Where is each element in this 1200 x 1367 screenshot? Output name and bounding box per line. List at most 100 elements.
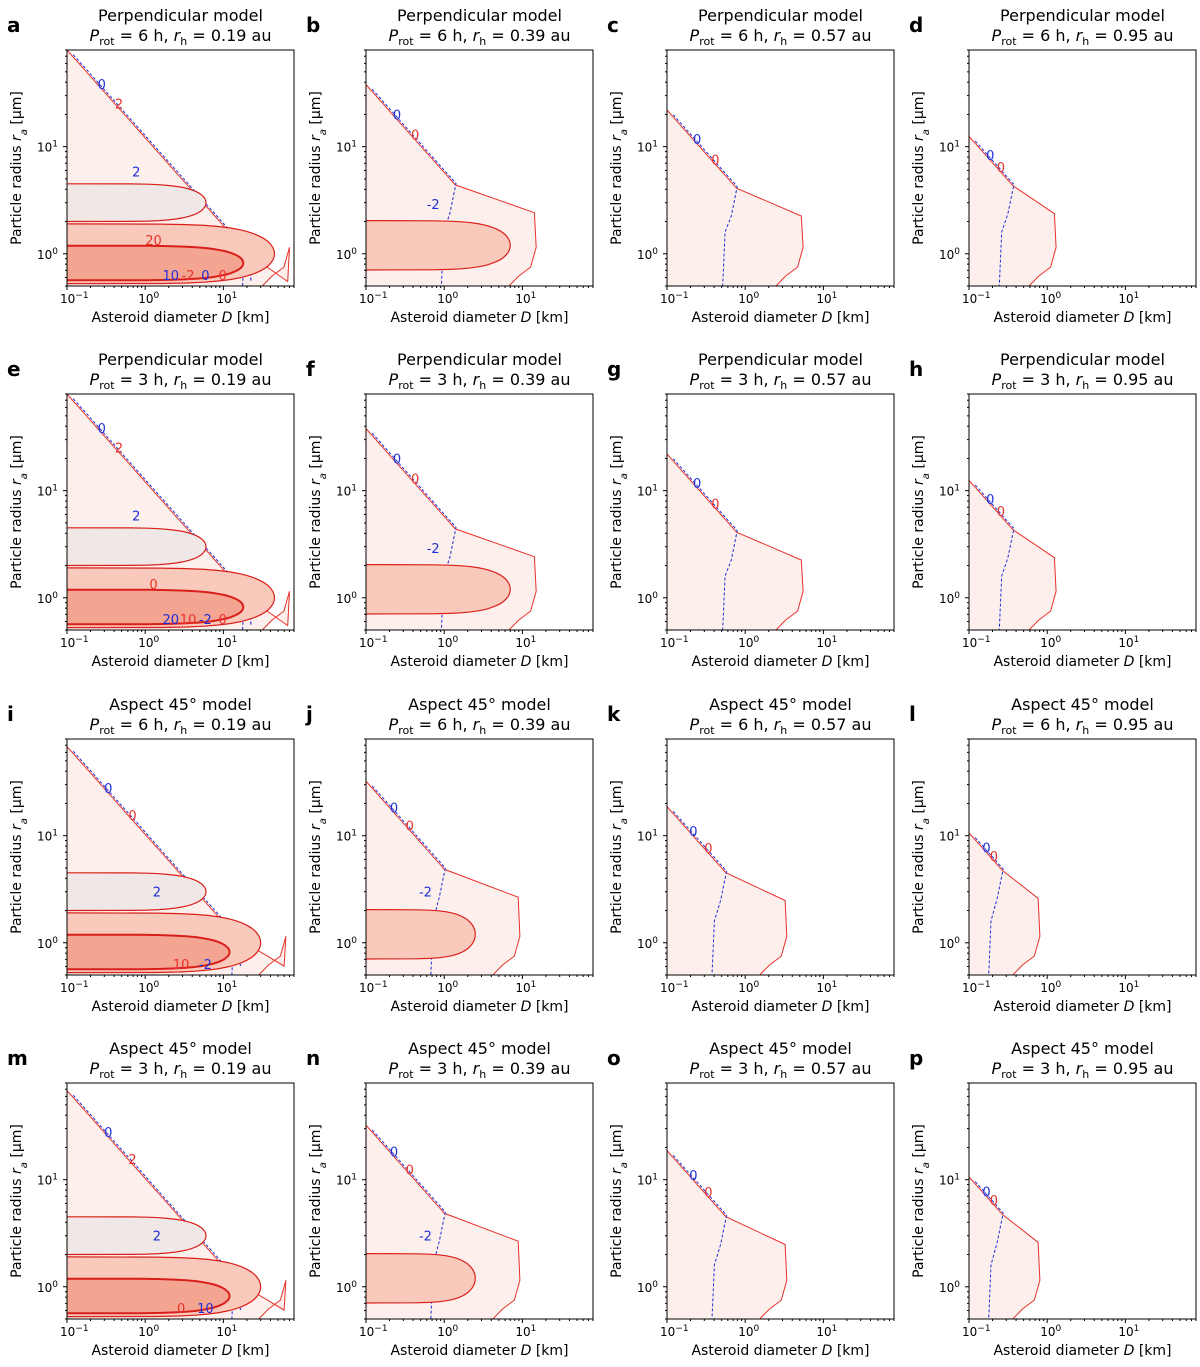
x-tick-label: 10−1 [962, 1324, 991, 1339]
x-axis-label: Asteroid diameter D [km] [993, 310, 1171, 326]
contour-label: 0 [411, 129, 419, 144]
x-axis-label: Asteroid diameter D [km] [390, 654, 568, 670]
region-fill [969, 832, 1040, 975]
y-axis-label: Particle radius ra [μm] [9, 780, 30, 934]
panel-title: Perpendicular model [98, 350, 263, 369]
x-axis-label: Asteroid diameter D [km] [91, 999, 269, 1015]
plot-area: 00 -2 [366, 780, 521, 975]
panel-d: 00 10−1 100 101 100 101 Asteroid diameter D [k… [909, 6, 1197, 326]
contour-lobe-inner [67, 933, 231, 971]
contour-zero-blue [672, 114, 738, 286]
x-tick-label: 101 [816, 1324, 837, 1339]
contour-label: 20 [145, 234, 162, 249]
x-tick-label: 101 [515, 980, 536, 995]
x-axis-label: Asteroid diameter D [km] [390, 1343, 568, 1359]
panel-subtitle: Prot = 3 h, rh = 0.39 au [389, 1059, 571, 1081]
contour-label: 0 [104, 782, 112, 797]
y-axis-label: Particle radius ra [μm] [609, 91, 630, 245]
contour-label: 0 [982, 1186, 990, 1201]
x-tick-label: 101 [216, 291, 237, 306]
panel-h: 00 10−1 100 101 100 101 Asteroid diameter D [k… [909, 350, 1197, 670]
contour-label: 0 [128, 809, 136, 824]
panel-letter: k [607, 702, 621, 726]
x-tick-label: 101 [816, 291, 837, 306]
x-axis-label: Asteroid diameter D [km] [691, 310, 869, 326]
y-axis-label: Particle radius ra [μm] [9, 91, 30, 245]
y-axis-label: Particle radius ra [μm] [609, 435, 630, 589]
panel-title: Aspect 45° model [709, 695, 852, 714]
y-tick-label: 100 [939, 247, 960, 262]
plot-area: 00 [969, 135, 1057, 286]
y-tick-label: 101 [637, 1173, 658, 1188]
axes-frame [365, 1082, 594, 1320]
panel-title: Perpendicular model [397, 350, 562, 369]
contour-zero-red [366, 1124, 521, 1319]
panel-subtitle: Prot = 3 h, rh = 0.95 au [992, 370, 1174, 392]
contour-label: 0 [406, 1163, 414, 1178]
x-tick-label: 101 [216, 635, 237, 650]
contour-label: 0 [411, 473, 419, 488]
contour-label: 0 [390, 1146, 398, 1161]
x-tick-label: 101 [816, 635, 837, 650]
panel-title: Aspect 45° model [408, 695, 551, 714]
x-tick-label: 100 [138, 980, 159, 995]
y-tick-label: 101 [37, 140, 58, 155]
x-tick-label: 10−1 [962, 980, 991, 995]
axes-frame [66, 738, 295, 976]
panel-i: 0 0 2 10 -2 10−1 100 101 100 101 Asteroid diameter… [7, 695, 295, 1015]
x-tick-label: 101 [1118, 980, 1139, 995]
region-fill [667, 806, 787, 975]
contour-zero-blue [72, 750, 241, 975]
x-tick-label: 100 [138, 1324, 159, 1339]
x-tick-label: 10−1 [660, 1324, 689, 1339]
plot-area: 0 2 2 0 10 [67, 1090, 287, 1319]
contour-zero-red [366, 428, 537, 630]
y-axis-label: Particle radius ra [μm] [911, 780, 932, 934]
plot-area: 00 [969, 832, 1041, 975]
panel-title: Perpendicular model [1000, 350, 1165, 369]
region-fill [969, 1176, 1040, 1319]
contour-label: 0 [689, 1169, 697, 1184]
x-tick-label: 101 [1118, 291, 1139, 306]
contour-zero-red [667, 453, 804, 630]
y-tick-label: 100 [336, 1280, 357, 1295]
x-axis-label: Asteroid diameter D [km] [993, 999, 1171, 1015]
contour-zero-blue [974, 140, 1015, 286]
x-axis-label: Asteroid diameter D [km] [390, 999, 568, 1015]
contour-label: 2 [115, 441, 123, 456]
contour-label: -2 [199, 613, 212, 628]
y-tick-label: 100 [637, 591, 658, 606]
x-tick-label: 10−1 [660, 291, 689, 306]
panel-title: Perpendicular model [98, 6, 263, 25]
contour-label: 10 [163, 269, 180, 284]
y-tick-label: 101 [336, 1173, 357, 1188]
contour-label: 0 [406, 819, 414, 834]
x-axis-label: Asteroid diameter D [km] [91, 310, 269, 326]
x-tick-label: 101 [816, 980, 837, 995]
y-tick-label: 101 [336, 140, 357, 155]
contour-zero-blue [371, 432, 457, 630]
x-tick-label: 100 [1040, 980, 1061, 995]
contour-label: 0 [990, 1194, 998, 1209]
contour-zero-blue [371, 785, 446, 975]
panel-subtitle: Prot = 6 h, rh = 0.95 au [992, 26, 1174, 48]
contour-label: -2 [199, 958, 212, 973]
x-tick-label: 100 [138, 291, 159, 306]
y-axis-label: Particle radius ra [μm] [609, 1124, 630, 1278]
panel-m: 0 2 2 0 10 10−1 100 101 100 101 Asteroid diameter … [7, 1039, 295, 1359]
x-tick-label: 10−1 [660, 980, 689, 995]
contour-label: 0 [693, 133, 701, 148]
x-tick-label: 100 [738, 291, 759, 306]
y-tick-label: 100 [336, 591, 357, 606]
plot-area: 00 -2 [366, 84, 537, 286]
panel-letter: b [306, 13, 320, 37]
contour-label: 0 [104, 1126, 112, 1141]
y-tick-label: 101 [637, 140, 658, 155]
panel-title: Aspect 45° model [408, 1039, 551, 1058]
y-tick-label: 100 [37, 247, 58, 262]
y-tick-label: 100 [37, 1280, 58, 1295]
y-tick-label: 100 [37, 591, 58, 606]
